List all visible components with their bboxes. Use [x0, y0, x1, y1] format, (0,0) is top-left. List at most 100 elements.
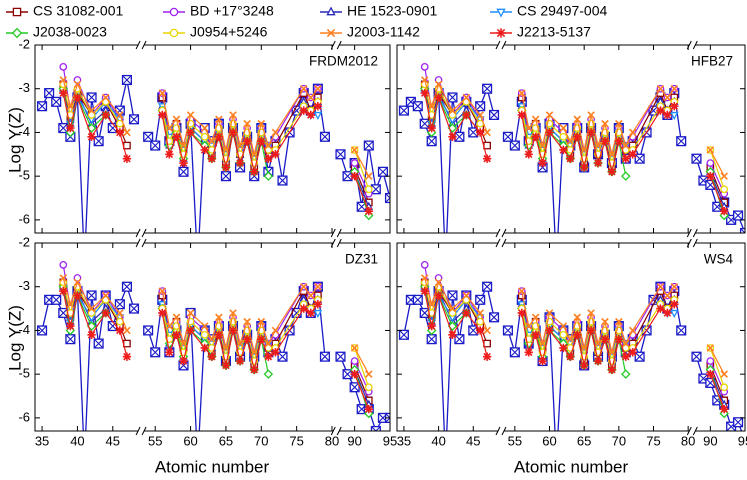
y-axis-label: Log Y(Z): [5, 305, 24, 371]
marker: [299, 304, 308, 313]
marker-cross: [342, 369, 353, 379]
axis-break: [686, 238, 698, 248]
axis-break-gap: [689, 241, 696, 245]
marker: [214, 132, 224, 141]
marker-cross: [413, 295, 423, 305]
marker: [222, 344, 230, 352]
marker: [271, 128, 280, 137]
marker-cross: [691, 351, 702, 362]
marker-cross: [129, 303, 139, 314]
marker: [87, 111, 96, 119]
series-line: [354, 149, 370, 177]
plot-area: [37, 261, 390, 466]
series-line: [354, 347, 370, 388]
marker: [58, 307, 69, 319]
panel: -2 -3 -4 -5 -6 35 40 45 55 60 65 70 75 80 90 95 DZ31: [18, 234, 397, 466]
marker: [720, 172, 728, 180]
marker-cross: [143, 325, 153, 336]
marker-cross: [475, 101, 485, 111]
frame: [396, 242, 746, 432]
marker: [319, 131, 330, 142]
marker: [676, 325, 687, 336]
marker: [116, 111, 124, 119]
marker: [250, 167, 259, 176]
marker: [621, 339, 630, 348]
x-axis-label: Atomic number: [514, 457, 629, 476]
marker: [573, 115, 582, 124]
marker: [489, 109, 500, 121]
marker-cross: [65, 334, 76, 344]
axis-break-gap: [333, 231, 340, 235]
marker-cross: [150, 140, 161, 151]
series-line: [709, 347, 725, 388]
marker: [37, 101, 48, 112]
marker: [559, 132, 568, 141]
marker: [208, 137, 216, 145]
marker-cross: [371, 184, 381, 195]
panel-title: WS4: [704, 252, 734, 267]
marker: [454, 334, 465, 345]
marker: [733, 417, 744, 428]
marker: [307, 93, 315, 102]
axis-break-gap: [497, 231, 504, 235]
marker: [706, 357, 715, 365]
marker: [615, 317, 623, 326]
marker: [80, 457, 89, 466]
axis-break: [135, 238, 147, 248]
marker: [427, 321, 436, 331]
axis-break-gap: [138, 241, 145, 245]
marker: [313, 111, 323, 121]
marker: [242, 335, 252, 344]
marker: [313, 309, 323, 319]
panel-title: DZ31: [345, 252, 378, 267]
marker: [483, 326, 491, 335]
marker-cross: [426, 334, 437, 344]
marker: [656, 282, 665, 291]
marker: [263, 171, 274, 181]
marker: [220, 171, 231, 182]
marker: [538, 158, 547, 168]
marker: [271, 150, 280, 159]
legend-label: CS 31082-001: [33, 3, 124, 19]
marker: [165, 322, 174, 330]
marker: [475, 294, 486, 305]
marker-cross: [320, 132, 330, 142]
marker: [482, 154, 492, 163]
marker: [593, 356, 603, 366]
marker: [545, 309, 554, 317]
marker: [172, 313, 181, 322]
x-tick-label: 80: [325, 433, 339, 448]
x-tick-label: 55: [148, 433, 162, 448]
marker: [448, 111, 457, 119]
marker: [559, 145, 568, 155]
marker: [200, 330, 209, 339]
marker: [364, 404, 373, 414]
marker: [489, 312, 500, 323]
marker: [691, 351, 702, 362]
frame: [34, 242, 391, 432]
marker: [482, 83, 493, 94]
marker: [158, 110, 167, 120]
marker-cross: [676, 325, 687, 336]
marker-cross: [378, 167, 388, 177]
x-tick-label: 80: [681, 433, 695, 448]
marker: [691, 153, 702, 164]
x-tick-label: 60: [542, 433, 556, 448]
marker: [628, 150, 637, 159]
marker: [559, 322, 568, 330]
marker: [123, 339, 131, 348]
marker: [326, 28, 336, 38]
axis-break-gap: [689, 231, 696, 235]
marker: [59, 63, 68, 71]
marker-cross: [86, 92, 97, 103]
marker: [593, 158, 603, 168]
marker: [447, 321, 458, 331]
axis-break: [135, 228, 147, 238]
marker: [573, 313, 582, 322]
marker: [566, 137, 575, 145]
marker-cross: [277, 351, 288, 362]
marker-cross: [115, 299, 125, 309]
marker: [236, 141, 244, 150]
axis-break-gap: [497, 241, 504, 245]
axis-break: [330, 238, 342, 248]
